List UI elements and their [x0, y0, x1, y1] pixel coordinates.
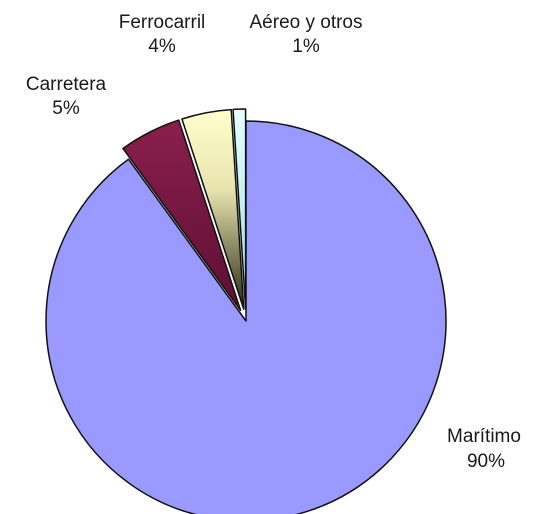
slice-label-aereo: Aéreo y otros: [250, 12, 363, 33]
slice-value-ferrocarril: 4%: [148, 36, 176, 57]
slice-value-carretera: 5%: [52, 98, 80, 119]
slice-value-aereo: 1%: [292, 36, 320, 57]
slice-aereo: [232, 108, 247, 310]
slice-maritimo: [45, 120, 447, 514]
slice-label-maritimo: Marítimo: [447, 426, 521, 447]
slice-label-carretera: Carretera: [26, 74, 107, 95]
slice-ferrocarril: [181, 108, 245, 310]
slice-carretera: [122, 119, 242, 312]
slice-value-maritimo: 90%: [467, 451, 505, 472]
slice-label-ferrocarril: Ferrocarril: [119, 12, 206, 33]
